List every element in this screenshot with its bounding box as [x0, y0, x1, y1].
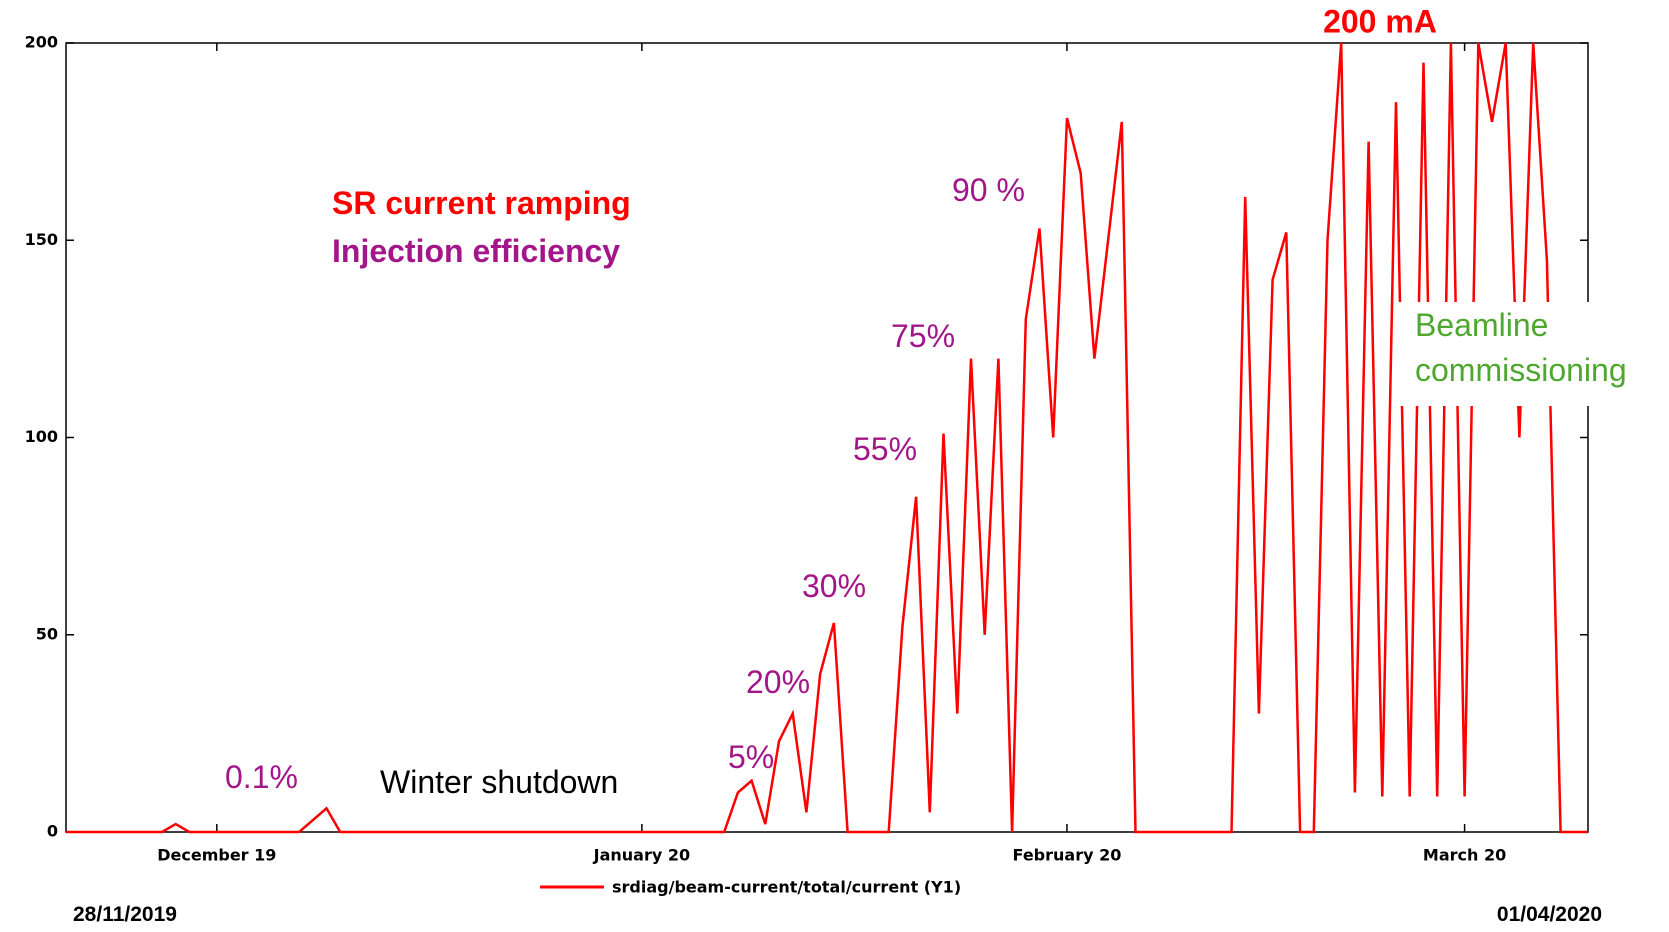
annotation: 75% [891, 318, 955, 354]
annotation: Injection efficiency [332, 233, 620, 269]
footer-start: 28/11/2019 [73, 903, 177, 926]
legend-label: srdiag/beam-current/total/current (Y1) [612, 878, 961, 897]
annotation: 90 % [952, 172, 1025, 208]
footer-end: 01/04/2020 [1497, 903, 1602, 926]
x-tick-label: March 20 [1423, 846, 1506, 865]
plot-frame [65, 42, 1589, 833]
annotation: Winter shutdown [380, 764, 618, 800]
x-tick-label: December 19 [157, 846, 276, 865]
annotation: 20% [746, 664, 810, 700]
chart-title: 200 mA [1323, 3, 1437, 39]
x-tick-label: February 20 [1013, 846, 1122, 865]
x-tick-label: January 20 [593, 846, 690, 865]
annotation: commissioning [1415, 352, 1627, 388]
y-tick-label: 200 [25, 33, 58, 52]
annotation-box [1396, 302, 1669, 406]
y-tick-label: 150 [25, 230, 58, 249]
y-tick-label: 100 [25, 427, 58, 446]
annotation: 5% [728, 739, 774, 775]
annotation: Beamline [1415, 307, 1548, 343]
y-tick-label: 50 [36, 624, 58, 643]
annotation: SR current ramping [332, 185, 631, 221]
y-tick-label: 0 [47, 822, 58, 841]
annotation: 55% [853, 431, 917, 467]
annotation: 30% [802, 568, 866, 604]
annotation: 0.1% [225, 759, 298, 795]
data-line [66, 42, 1588, 834]
